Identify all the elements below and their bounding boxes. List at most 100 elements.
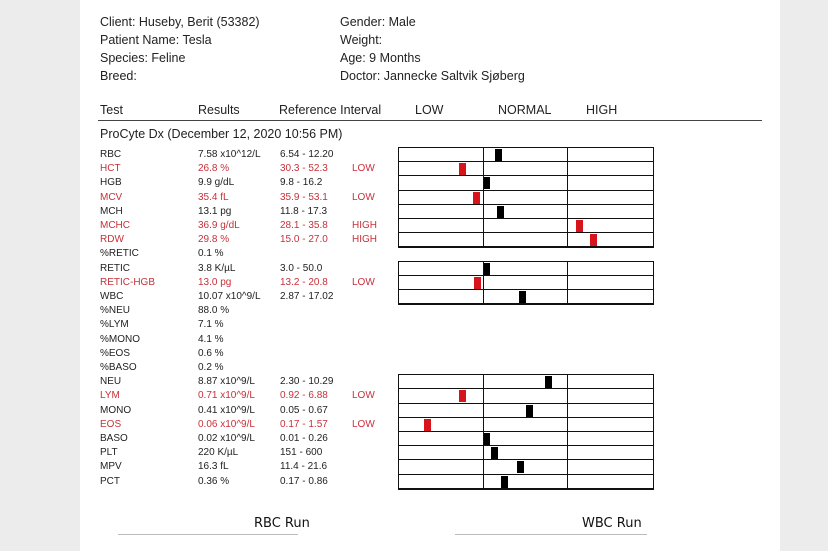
row-test: MCH [100,205,123,217]
gauge-divider [483,375,485,489]
row-ref: 0.17 - 1.57 [280,418,328,430]
row-result: 7.58 x10^12/L [198,149,261,160]
row-result: 0.71 x10^9/L [198,390,255,402]
weight: Weight: [340,33,383,47]
row-ref: 11.4 - 21.6 [280,461,328,473]
row-ref: 35.9 - 53.1 [280,191,328,203]
row-result: 29.8 % [198,234,230,246]
gauge-row [399,162,653,177]
gauge-marker [474,276,482,289]
gauge-row [399,233,653,248]
row-test: %RETIC [100,248,139,260]
gauge-marker [490,447,498,460]
row-ref: 11.8 - 17.3 [280,205,328,217]
gauge-marker [589,234,597,247]
row-result: 13.0 pg [198,276,232,288]
row-result: 35.4 fL [198,191,229,203]
row-test: RETIC-HGB [100,276,155,288]
range-gauge [398,147,654,249]
row-result: 0.6 % [198,347,224,359]
gauge-marker [526,404,534,417]
row-test: MCHC [100,220,130,231]
gauge-row [399,389,653,404]
gauge-marker [459,390,467,403]
row-test: %EOS [100,347,131,359]
range-gauge [398,260,654,306]
row-ref: 15.0 - 27.0 [280,234,328,246]
gauge-marker [483,262,491,275]
gauge-marker [459,163,467,176]
gauge-row [399,262,653,276]
row-result: 3.8 K/µL [198,262,236,274]
row-test: PLT [100,447,118,459]
wbc-run-line [455,534,647,535]
header-rule [98,120,762,121]
wbc-run-label: WBC Run [582,516,642,531]
row-test: PCT [100,475,120,487]
gauge-marker [483,177,491,190]
col-low: LOW [415,103,444,117]
row-result: 13.1 pg [198,205,232,217]
row-result: 4.1 % [198,333,224,345]
row-result: 16.3 fL [198,461,229,473]
gauge-row [399,404,653,418]
row-result: 9.9 g/dL [198,177,235,189]
row-flag: LOW [352,276,375,288]
gauge-marker [483,432,491,445]
gauge-row [399,418,653,432]
row-test: LYM [100,390,120,402]
row-test: MCV [100,191,123,203]
patient-name: Patient Name: Tesla [100,33,212,47]
gauge-row [399,176,653,191]
row-result: 0.06 x10^9/L [198,418,255,430]
col-results: Results [198,103,240,117]
row-test: %MONO [100,333,140,345]
row-test: RBC [100,149,122,160]
gauge-divider [483,148,485,248]
row-ref: 0.05 - 0.67 [280,404,328,416]
row-ref: 151 - 600 [280,447,323,459]
row-ref: 2.87 - 17.02 [280,291,334,302]
doctor: Doctor: Jannecke Saltvik Sjøberg [340,69,525,83]
row-result: 7.1 % [198,319,224,331]
gauge-marker [494,149,502,161]
row-ref: 0.92 - 6.88 [280,390,328,402]
row-flag: LOW [352,390,375,402]
row-test: %LYM [100,319,129,331]
row-ref: 3.0 - 50.0 [280,262,323,274]
row-ref: 9.8 - 16.2 [280,177,323,189]
gauge-row [399,191,653,205]
gauge-marker [575,219,583,232]
row-test: %NEU [100,305,131,317]
row-flag: HIGH [352,234,377,246]
gender: Gender: Male [340,15,416,29]
row-test: MPV [100,461,122,473]
gauge-row [399,446,653,461]
row-ref: 30.3 - 52.3 [280,163,328,175]
row-result: 0.1 % [198,248,224,260]
rbc-run-label: RBC Run [254,516,310,531]
species: Species: Feline [100,51,186,65]
section-title: ProCyte Dx (December 12, 2020 10:56 PM) [100,127,343,141]
range-gauge [398,374,654,490]
gauge-row [399,148,653,163]
row-result: 8.87 x10^9/L [198,376,255,388]
row-test: RETIC [100,262,130,274]
gauge-row [399,219,653,234]
gauge-row [399,460,653,475]
age: Age: 9 Months [340,51,421,65]
row-result: 0.41 x10^9/L [198,404,255,416]
gauge-row [399,375,653,390]
row-result: 220 K/µL [198,447,239,459]
row-test: %BASO [100,362,137,373]
row-ref: 13.2 - 20.8 [280,276,328,288]
gauge-row [399,432,653,447]
gauge-divider [567,375,569,489]
row-ref: 28.1 - 35.8 [280,220,328,231]
gauge-marker [473,191,481,204]
gauge-row [399,290,653,305]
gauge-row [399,276,653,290]
col-normal: NORMAL [498,103,552,117]
row-test: BASO [100,433,128,444]
col-high: HIGH [586,103,618,117]
